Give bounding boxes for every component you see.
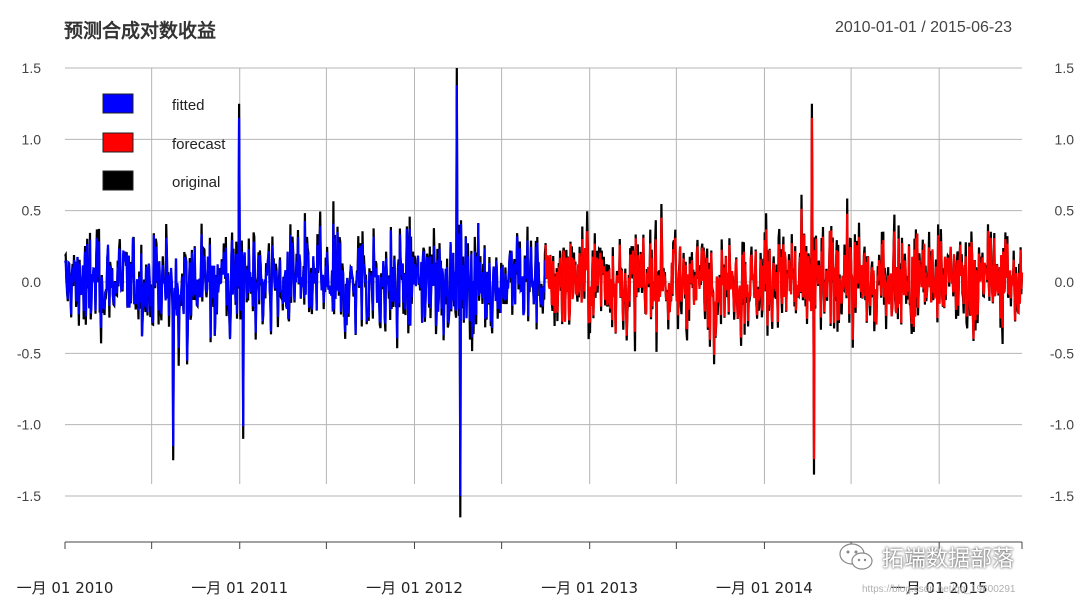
x-tick-label: 一月 01 2013	[541, 579, 638, 597]
legend-label-original: original	[172, 174, 220, 191]
watermark: 拓端数据部落	[838, 541, 1014, 573]
y-tick-label-right: -1.0	[1050, 417, 1074, 433]
watermark-credit: https://blog.csdn.net/qq_19600291	[862, 584, 1016, 595]
y-tick-label-left: 0.0	[22, 274, 42, 290]
chart-title: 预测合成对数收益	[64, 20, 217, 42]
y-tick-label-left: 0.5	[22, 203, 42, 219]
y-tick-label-left: -0.5	[17, 345, 41, 361]
x-tick-label: 一月 01 2010	[17, 579, 114, 597]
date-range-label: 2010-01-01 / 2015-06-23	[834, 19, 1012, 36]
y-tick-label-right: -0.5	[1050, 345, 1074, 361]
y-tick-label-right: 0.0	[1055, 274, 1075, 290]
legend-swatch-original	[102, 170, 134, 191]
y-tick-label-left: -1.5	[17, 488, 41, 504]
x-tick-label: 一月 01 2012	[366, 579, 463, 597]
series-forecast-line	[544, 117, 1024, 460]
wechat-icon	[839, 543, 873, 570]
y-tick-label-left: 1.5	[22, 60, 42, 76]
y-tick-label-right: 0.5	[1055, 203, 1075, 219]
y-tick-label-right: 1.5	[1055, 60, 1075, 76]
legend-swatch-forecast	[102, 132, 134, 153]
legend-label-forecast: forecast	[172, 136, 226, 153]
x-tick-label: 一月 01 2015	[891, 579, 988, 597]
watermark-brand: 拓端数据部落	[882, 547, 1015, 572]
x-tick-label: 一月 01 2011	[191, 579, 288, 597]
y-tick-label-right: 1.0	[1055, 131, 1075, 147]
y-tick-label-right: -1.5	[1050, 488, 1074, 504]
legend-label-fitted: fitted	[172, 97, 205, 114]
x-tick-label: 一月 01 2014	[716, 579, 813, 597]
legend-swatch-fitted	[102, 93, 134, 114]
series-fitted-line	[63, 85, 546, 497]
y-tick-label-left: -1.0	[17, 417, 41, 433]
y-tick-label-left: 1.0	[22, 131, 42, 147]
